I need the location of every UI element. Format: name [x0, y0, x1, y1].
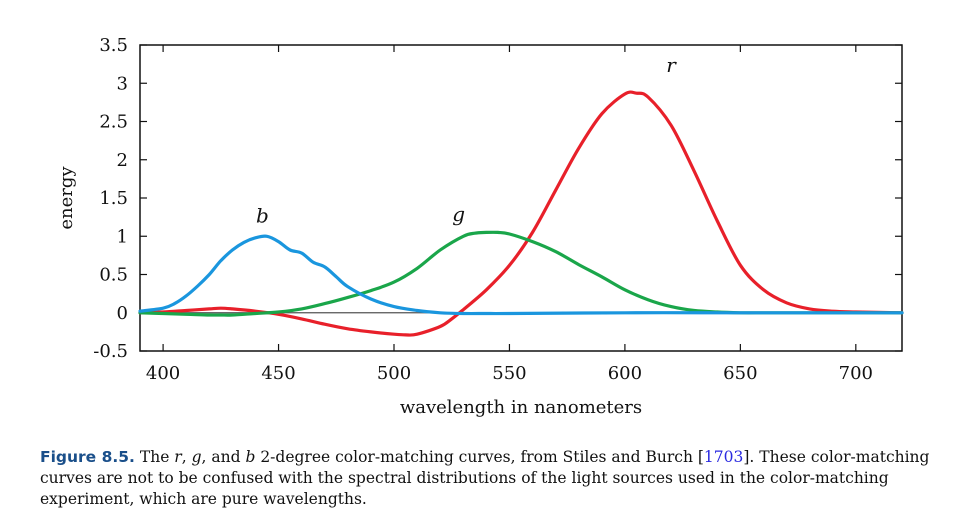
x-tick-label: 650	[723, 363, 757, 384]
y-tick-label: 1	[117, 226, 128, 247]
y-tick-label: 0	[117, 303, 128, 324]
y-tick-label: 3.5	[99, 35, 128, 56]
y-tick-label: 1.5	[99, 188, 128, 209]
y-tick-label: 2.5	[99, 112, 128, 133]
y-tick-label: 0.5	[99, 265, 128, 286]
plot-border	[139, 44, 903, 352]
y-tick-label: 3	[117, 73, 128, 94]
caption-text-1: The	[139, 448, 175, 466]
x-tick-label: 500	[377, 363, 411, 384]
caption-g: g	[191, 448, 202, 466]
x-tick-label: 600	[608, 363, 642, 384]
y-tick-label: -0.5	[93, 341, 128, 362]
figure-caption: Figure 8.5. The r, g, and b 2-degree col…	[40, 447, 930, 510]
x-tick-label: 700	[839, 363, 873, 384]
caption-and: , and	[201, 448, 246, 466]
y-tick-label: 2	[117, 150, 128, 171]
x-tick-label: 550	[492, 363, 526, 384]
color-matching-chart: 400 450 500 550 600 650 700 -0.5 0 0.5 1 1.5 2 2.5 3 3.…	[56, 35, 904, 418]
x-tick-label: 400	[146, 363, 180, 384]
caption-comma: ,	[181, 448, 192, 466]
y-axis-label: energy	[56, 166, 77, 230]
figure-number: Figure 8.5.	[40, 448, 135, 466]
curve-label-g: g	[452, 202, 465, 226]
series-r-line	[138, 90, 904, 337]
citation-link[interactable]: 1703	[703, 448, 744, 466]
series-b-line	[138, 234, 904, 316]
x-axis-label: wavelength in nanometers	[400, 397, 642, 418]
x-tick-label: 450	[261, 363, 295, 384]
caption-r: r	[174, 448, 182, 466]
curve-label-r: r	[666, 53, 677, 77]
caption-text-3: ]. These color-matching curves are not t…	[40, 448, 930, 508]
caption-b: b	[245, 448, 256, 466]
curve-label-b: b	[256, 203, 269, 227]
caption-text-2: 2-degree color-matching curves, from Sti…	[255, 448, 704, 466]
